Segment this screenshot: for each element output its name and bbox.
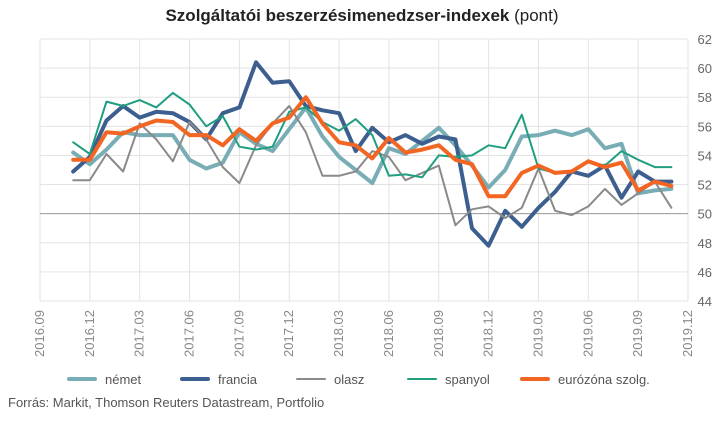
legend-swatch — [67, 377, 97, 381]
x-tick-label: 2018.03 — [331, 310, 346, 357]
x-tick-label: 2019.12 — [680, 310, 695, 357]
x-tick-label: 2016.09 — [32, 310, 47, 357]
y-tick-label: 60 — [698, 61, 712, 76]
y-tick-label: 52 — [698, 178, 712, 193]
legend-swatch — [520, 377, 550, 381]
y-tick-label: 46 — [698, 265, 712, 280]
x-tick-label: 2018.12 — [481, 310, 496, 357]
y-tick-label: 56 — [698, 119, 712, 134]
x-tick-label: 2016.12 — [82, 310, 97, 357]
x-tick-label: 2019.09 — [630, 310, 645, 357]
chart-title-unit: (pont) — [509, 6, 559, 25]
legend-label: eurózóna szolg. — [558, 372, 650, 387]
x-tick-label: 2017.12 — [281, 310, 296, 357]
y-tick-label: 50 — [698, 207, 712, 222]
y-tick-label: 54 — [698, 148, 712, 163]
x-tick-label: 2017.03 — [132, 310, 147, 357]
series-line-3 — [72, 105, 673, 227]
series-line-2 — [71, 60, 674, 248]
legend-swatch — [407, 378, 437, 380]
legend-swatch — [296, 378, 326, 380]
x-tick-label: 2017.09 — [231, 310, 246, 357]
y-tick-label: 44 — [698, 294, 712, 309]
chart-title-main: Szolgáltatói beszerzésimenedzser-indexek — [165, 6, 510, 25]
legend-label: német — [105, 372, 142, 387]
y-tick-label: 58 — [698, 90, 712, 105]
x-tick-label: 2018.06 — [381, 310, 396, 357]
series-line-5 — [71, 95, 674, 199]
x-tick-label: 2018.09 — [431, 310, 446, 357]
y-tick-label: 48 — [698, 236, 712, 251]
legend-label: francia — [218, 372, 258, 387]
x-tick-label: 2019.03 — [530, 310, 545, 357]
y-tick-label: 62 — [698, 32, 712, 47]
legend-label: spanyol — [445, 372, 490, 387]
source-note: Forrás: Markit, Thomson Reuters Datastre… — [8, 395, 325, 410]
legend-label: olasz — [334, 372, 365, 387]
legend-swatch — [180, 377, 210, 381]
x-tick-label: 2017.06 — [182, 310, 197, 357]
series-line-1 — [71, 105, 674, 196]
chart-title: Szolgáltatói beszerzésimenedzser-indexek… — [0, 6, 724, 26]
x-tick-label: 2019.06 — [580, 310, 595, 357]
